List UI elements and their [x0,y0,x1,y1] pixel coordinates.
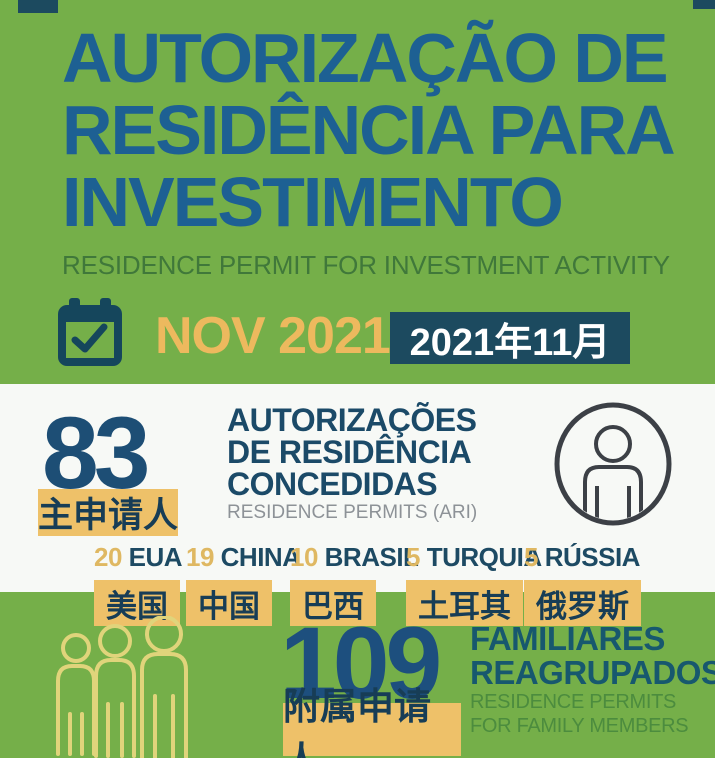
corner-artifact-right [693,0,715,9]
family-members-count: 109 [280,606,442,720]
country-item: 19 CHINA 中国 [186,542,301,626]
permits-heading-line3: CONCEDIDAS [227,466,438,502]
date-label-en: NOV 2021 [155,307,391,365]
permits-heading: AUTORIZAÇÕES DE RESIDÊNCIA CONCEDIDAS [227,402,477,502]
person-outline-icon [552,400,676,535]
page-title-line2: RESIDÊNCIA PARA [62,91,676,169]
country-item: 20 EUA 美国 [94,542,183,626]
page-subtitle: RESIDENCE PERMIT FOR INVESTMENT ACTIVITY [62,250,670,280]
country-name: BRASIL [324,542,419,572]
country-item: 5 RÚSSIA 俄罗斯 [524,542,641,626]
country-count: 19 [186,542,214,572]
family-heading-line1: FAMILIARES [470,620,665,657]
country-count: 10 [290,542,318,572]
page-title: AUTORIZAÇÃO DE RESIDÊNCIA PARA INVESTIME… [62,22,702,238]
page-title-line3: INVESTIMENTO [62,163,564,241]
permits-heading-line2: DE RESIDÊNCIA [227,434,472,470]
page-title-line1: AUTORIZAÇÃO DE [62,19,669,97]
country-stat: 5 TURQUIA [406,542,542,573]
family-heading: FAMILIARES REAGRUPADOS [470,622,715,690]
country-name: TURQUIA [426,542,542,572]
family-subheading-line1: RESIDENCE PERMITS [470,691,677,713]
country-stat: 5 RÚSSIA [524,542,640,573]
country-item: 10 BRASIL 巴西 [290,542,419,626]
country-name: CHINA [220,542,301,572]
family-members-label-zh: 附属申请人 [283,685,431,758]
country-count: 5 [524,542,538,572]
permits-subheading: RESIDENCE PERMITS (ARI) [227,502,478,523]
country-item: 5 TURQUIA 土耳其 [406,542,542,626]
country-stat: 10 BRASIL [290,542,419,573]
date-badge-zh: 2021年11月 [390,312,630,364]
country-count: 20 [94,542,122,572]
country-badge-zh: 巴西 [290,580,376,626]
family-subheading-line2: FOR FAMILY MEMBERS [470,715,689,737]
family-members-badge: 附属申请人 [283,686,461,758]
country-name: EUA [128,542,183,572]
country-badge-zh: 土耳其 [406,580,523,626]
family-subheading: RESIDENCE PERMITS FOR FAMILY MEMBERS [470,690,689,738]
country-count: 5 [406,542,420,572]
main-applicants-count: 83 [42,396,150,510]
main-applicants-label-zh: 主申请人 [38,496,179,535]
calendar-check-icon [58,298,122,375]
country-badge-zh: 中国 [186,580,272,626]
permits-heading-line1: AUTORIZAÇÕES [227,402,477,438]
country-stat: 19 CHINA [186,542,301,573]
family-outline-icon [45,615,210,758]
country-name: RÚSSIA [544,542,641,572]
country-badge-zh: 俄罗斯 [524,580,641,626]
date-label-zh: 2021年11月 [409,321,611,364]
main-applicants-badge: 主申请人 [38,489,178,536]
family-heading-line2: REAGRUPADOS [470,654,715,691]
corner-artifact-left [18,0,58,13]
country-stat: 20 EUA [94,542,183,573]
